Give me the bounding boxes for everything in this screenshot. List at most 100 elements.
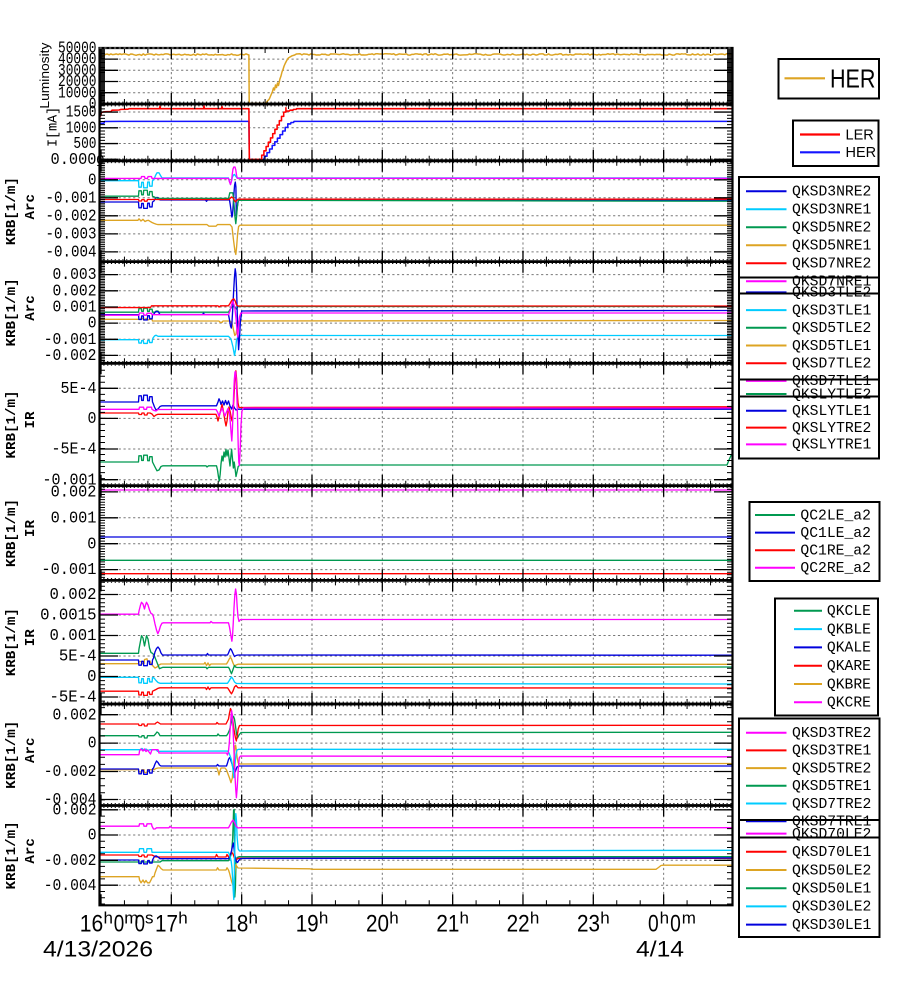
svg-text:QKSLYTRE2: QKSLYTRE2 xyxy=(792,421,871,437)
svg-text:QKSD3NRE2: QKSD3NRE2 xyxy=(792,185,871,201)
svg-text:KRB[1/m]: KRB[1/m] xyxy=(4,499,20,567)
svg-text:QKCRE: QKCRE xyxy=(827,696,871,712)
svg-text:-0.002: -0.002 xyxy=(46,206,97,225)
svg-text:KRB[1/m]: KRB[1/m] xyxy=(4,608,20,676)
svg-text:20: 20 xyxy=(366,911,389,938)
svg-text:-0.002: -0.002 xyxy=(44,346,97,365)
svg-text:0: 0 xyxy=(96,153,104,169)
svg-text:Arc: Arc xyxy=(23,194,39,220)
svg-text:QKSD50LE2: QKSD50LE2 xyxy=(792,863,871,879)
svg-text:-5E-4: -5E-4 xyxy=(50,688,97,707)
svg-text:0: 0 xyxy=(87,534,96,553)
svg-text:0: 0 xyxy=(88,314,97,333)
svg-text:-0.001: -0.001 xyxy=(44,330,97,349)
svg-text:QKSD3TLE1: QKSD3TLE1 xyxy=(792,303,872,319)
svg-text:5E-4: 5E-4 xyxy=(61,379,97,398)
svg-text:17: 17 xyxy=(155,911,178,938)
svg-text:40000: 40000 xyxy=(58,50,97,69)
svg-text:QKSD7TLE2: QKSD7TLE2 xyxy=(792,357,871,373)
svg-text:QKSD5TLE1: QKSD5TLE1 xyxy=(792,339,872,355)
svg-text:QKSD5NRE2: QKSD5NRE2 xyxy=(792,221,871,237)
svg-text:QC2RE_a2: QC2RE_a2 xyxy=(800,561,871,577)
svg-text:QC1LE_a2: QC1LE_a2 xyxy=(800,526,871,542)
svg-text:500: 500 xyxy=(73,134,96,153)
svg-text:m: m xyxy=(682,909,696,928)
svg-text:m: m xyxy=(124,909,138,928)
svg-text:QKALE: QKALE xyxy=(827,641,871,657)
svg-text:QC2LE_a2: QC2LE_a2 xyxy=(800,508,871,524)
svg-text:0: 0 xyxy=(87,667,96,686)
svg-text:QKSD7NRE2: QKSD7NRE2 xyxy=(792,257,871,273)
svg-text:23: 23 xyxy=(577,911,600,938)
svg-text:20000: 20000 xyxy=(58,72,97,91)
svg-text:4/14: 4/14 xyxy=(636,937,684,962)
svg-text:QKBLE: QKBLE xyxy=(827,622,871,638)
svg-text:0.002: 0.002 xyxy=(53,800,97,819)
svg-text:HER: HER xyxy=(846,145,877,161)
svg-text:IR: IR xyxy=(23,411,39,429)
svg-text:h: h xyxy=(660,909,669,928)
svg-text:-0.002: -0.002 xyxy=(44,762,97,781)
svg-text:h: h xyxy=(319,909,328,928)
svg-text:IR: IR xyxy=(23,520,39,538)
svg-text:h: h xyxy=(600,909,609,928)
svg-text:0: 0 xyxy=(88,826,97,845)
svg-text:10000: 10000 xyxy=(58,83,97,102)
svg-text:h: h xyxy=(389,909,398,928)
svg-text:0: 0 xyxy=(89,95,97,114)
svg-text:KRB[1/m]: KRB[1/m] xyxy=(4,821,20,889)
svg-text:QKSD5TRE2: QKSD5TRE2 xyxy=(792,761,871,777)
svg-text:KRB[1/m]: KRB[1/m] xyxy=(4,721,20,789)
svg-text:QKSD5TRE1: QKSD5TRE1 xyxy=(792,779,872,795)
svg-text:QKSD70LE2: QKSD70LE2 xyxy=(792,827,871,843)
svg-text:-0.001: -0.001 xyxy=(41,560,96,579)
svg-text:0.001: 0.001 xyxy=(51,508,97,527)
svg-text:-0.004: -0.004 xyxy=(44,790,97,809)
svg-text:QKSD70LE1: QKSD70LE1 xyxy=(792,845,872,861)
svg-text:QKSD7TRE1: QKSD7TRE1 xyxy=(792,815,872,831)
svg-text:QKSD30LE2: QKSD30LE2 xyxy=(792,900,871,916)
svg-text:16: 16 xyxy=(80,911,104,938)
svg-text:h: h xyxy=(249,909,258,928)
svg-text:30000: 30000 xyxy=(58,61,97,80)
svg-text:IR: IR xyxy=(23,629,39,647)
svg-text:Luminosity: Luminosity xyxy=(38,42,52,109)
svg-text:-0.002: -0.002 xyxy=(44,851,97,870)
svg-text:0: 0 xyxy=(670,911,681,938)
svg-text:0.002: 0.002 xyxy=(51,483,97,502)
svg-text:0: 0 xyxy=(88,734,97,753)
svg-text:Arc: Arc xyxy=(23,295,39,321)
svg-text:h: h xyxy=(460,909,469,928)
svg-text:QKARE: QKARE xyxy=(827,659,871,675)
svg-text:QKSD7NRE1: QKSD7NRE1 xyxy=(792,275,872,291)
svg-text:QKSLYTLE1: QKSLYTLE1 xyxy=(792,404,872,420)
svg-text:s: s xyxy=(145,909,154,928)
svg-text:Arc: Arc xyxy=(23,737,39,763)
svg-text:-0.001: -0.001 xyxy=(46,188,97,207)
svg-text:-0.004: -0.004 xyxy=(46,243,97,262)
svg-text:QKSD50LE1: QKSD50LE1 xyxy=(792,882,872,898)
svg-text:I[mA]: I[mA] xyxy=(46,107,61,147)
svg-text:1: 1 xyxy=(96,155,104,171)
svg-text:h: h xyxy=(104,909,113,928)
svg-text:QKBRE: QKBRE xyxy=(827,677,871,693)
svg-text:0: 0 xyxy=(114,911,125,938)
svg-text:0.001: 0.001 xyxy=(50,626,97,645)
svg-text:h: h xyxy=(178,909,187,928)
svg-text:QKSD3TRE1: QKSD3TRE1 xyxy=(792,744,872,760)
svg-text:0.002: 0.002 xyxy=(53,281,97,300)
svg-text:KRB[1/m]: KRB[1/m] xyxy=(4,278,20,346)
svg-text:19: 19 xyxy=(296,911,319,938)
svg-text:0: 0 xyxy=(88,409,97,428)
svg-text:QKSD30LE1: QKSD30LE1 xyxy=(792,918,872,934)
svg-text:0.0015: 0.0015 xyxy=(40,606,96,625)
svg-text:1000: 1000 xyxy=(66,118,97,137)
svg-text:0.002: 0.002 xyxy=(53,705,97,724)
svg-text:5E-4: 5E-4 xyxy=(59,647,97,666)
svg-text:QKCLE: QKCLE xyxy=(827,604,871,620)
svg-text:QKSD5NRE1: QKSD5NRE1 xyxy=(792,239,872,255)
svg-text:1500: 1500 xyxy=(66,103,97,122)
svg-text:h: h xyxy=(530,909,539,928)
svg-text:18: 18 xyxy=(225,911,248,938)
svg-text:21: 21 xyxy=(436,911,459,938)
